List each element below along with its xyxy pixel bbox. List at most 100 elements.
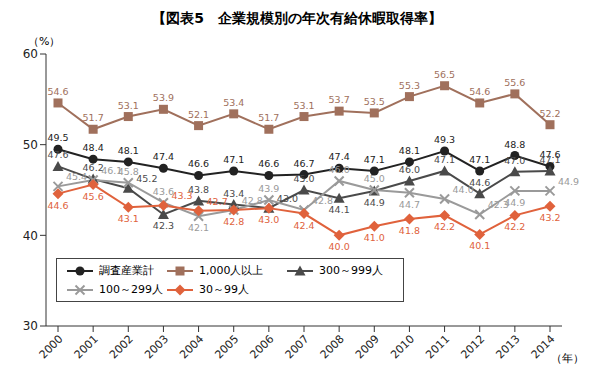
svg-text:47.1: 47.1 — [364, 154, 385, 165]
svg-text:47.1: 47.1 — [223, 154, 244, 165]
svg-text:46.7: 46.7 — [293, 158, 314, 169]
svg-text:46.0: 46.0 — [399, 164, 420, 175]
svg-text:2011: 2011 — [423, 332, 452, 361]
svg-text:48.1: 48.1 — [118, 145, 139, 156]
svg-text:42.7: 42.7 — [207, 196, 228, 207]
svg-text:53.1: 53.1 — [118, 100, 139, 111]
html-text:30～99人: 30～99人 — [199, 283, 249, 296]
svg-text:44.9: 44.9 — [558, 176, 579, 187]
svg-text:43.1: 43.1 — [118, 213, 139, 224]
svg-text:41.0: 41.0 — [364, 232, 385, 243]
svg-text:2007: 2007 — [283, 332, 312, 361]
svg-text:52.1: 52.1 — [188, 109, 209, 120]
svg-text:2013: 2013 — [494, 332, 523, 361]
svg-text:30: 30 — [23, 319, 38, 333]
svg-text:53.5: 53.5 — [364, 96, 385, 107]
svg-text:50: 50 — [23, 138, 38, 152]
svg-text:47.0: 47.0 — [504, 155, 525, 166]
svg-text:42.3: 42.3 — [153, 220, 174, 231]
svg-text:52.2: 52.2 — [539, 108, 560, 119]
svg-text:42.2: 42.2 — [504, 221, 525, 232]
svg-text:45.4: 45.4 — [66, 171, 87, 182]
svg-text:43.9: 43.9 — [258, 183, 279, 194]
svg-text:48.4: 48.4 — [83, 142, 104, 153]
svg-text:2004: 2004 — [177, 332, 206, 361]
svg-text:47.1: 47.1 — [469, 154, 490, 165]
html-text:300～999人: 300～999人 — [319, 264, 383, 277]
svg-text:2012: 2012 — [458, 332, 487, 361]
svg-text:46.6: 46.6 — [188, 158, 209, 169]
svg-text:43.8: 43.8 — [188, 183, 210, 195]
svg-text:2003: 2003 — [142, 332, 171, 361]
svg-text:42.3: 42.3 — [487, 199, 509, 211]
svg-text:48.8: 48.8 — [504, 139, 525, 150]
svg-text:42.1: 42.1 — [188, 222, 209, 233]
svg-text:2000: 2000 — [37, 332, 66, 361]
svg-text:43.0: 43.0 — [277, 193, 298, 204]
svg-text:42.8: 42.8 — [242, 195, 263, 206]
svg-text:46.1: 46.1 — [101, 165, 123, 176]
svg-text:45.8: 45.8 — [118, 166, 139, 177]
svg-text:45.2: 45.2 — [136, 173, 157, 184]
svg-text:55.3: 55.3 — [399, 80, 420, 91]
svg-text:56.5: 56.5 — [434, 69, 455, 80]
svg-text:45.6: 45.6 — [83, 191, 104, 202]
html-text:1,000人以上: 1,000人以上 — [199, 264, 264, 277]
svg-text:2014: 2014 — [529, 332, 558, 361]
svg-text:42.2: 42.2 — [434, 221, 455, 232]
svg-text:42.4: 42.4 — [293, 220, 314, 231]
svg-text:51.7: 51.7 — [83, 112, 104, 123]
svg-text:53.1: 53.1 — [293, 100, 314, 111]
svg-text:47.1: 47.1 — [539, 154, 560, 165]
svg-text:44.0: 44.0 — [453, 184, 474, 195]
svg-text:43.6: 43.6 — [152, 185, 174, 197]
svg-text:41.8: 41.8 — [399, 225, 420, 236]
svg-text:54.6: 54.6 — [469, 86, 490, 97]
svg-text:47.6: 47.6 — [47, 149, 68, 160]
svg-text:43.4: 43.4 — [223, 187, 245, 199]
svg-text:54.6: 54.6 — [47, 86, 68, 97]
svg-text:49.3: 49.3 — [434, 134, 455, 145]
svg-text:60: 60 — [23, 47, 38, 61]
html-text:100～299人: 100～299人 — [99, 283, 163, 296]
svg-text:43.2: 43.2 — [539, 212, 560, 223]
html-text:調査産業計: 調査産業計 — [99, 264, 154, 277]
svg-text:45.0: 45.0 — [364, 173, 385, 184]
svg-text:42.8: 42.8 — [312, 195, 333, 206]
svg-text:44.7: 44.7 — [399, 199, 420, 210]
svg-text:46.0: 46.0 — [329, 164, 350, 175]
svg-text:47.4: 47.4 — [153, 151, 174, 162]
svg-text:2009: 2009 — [353, 332, 382, 361]
svg-text:2002: 2002 — [107, 332, 136, 361]
svg-text:2010: 2010 — [388, 332, 417, 361]
svg-text:42.8: 42.8 — [223, 216, 244, 227]
svg-text:46.6: 46.6 — [258, 158, 279, 169]
svg-text:48.1: 48.1 — [399, 145, 420, 156]
html-text:（年）: （年） — [551, 352, 584, 365]
svg-text:47.1: 47.1 — [434, 154, 455, 165]
svg-text:2008: 2008 — [318, 332, 347, 361]
svg-text:55.6: 55.6 — [504, 77, 525, 88]
svg-text:2005: 2005 — [212, 332, 241, 361]
svg-text:40.0: 40.0 — [329, 241, 350, 252]
svg-text:49.5: 49.5 — [47, 132, 68, 143]
svg-text:53.7: 53.7 — [329, 94, 350, 105]
svg-text:51.7: 51.7 — [258, 112, 279, 123]
svg-text:46.2: 46.2 — [82, 162, 104, 174]
svg-text:43.0: 43.0 — [258, 214, 279, 225]
svg-text:44.1: 44.1 — [328, 204, 350, 216]
svg-text:40.1: 40.1 — [469, 240, 490, 251]
svg-text:45.0: 45.0 — [293, 173, 314, 184]
svg-text:43.3: 43.3 — [171, 190, 192, 201]
svg-text:40: 40 — [23, 229, 38, 243]
svg-text:44.6: 44.6 — [47, 200, 68, 211]
svg-text:53.4: 53.4 — [223, 97, 244, 108]
svg-text:47.4: 47.4 — [329, 151, 350, 162]
svg-text:44.9: 44.9 — [504, 197, 525, 208]
svg-text:44.9: 44.9 — [364, 197, 385, 208]
svg-text:53.9: 53.9 — [153, 92, 174, 103]
svg-text:2001: 2001 — [72, 332, 101, 361]
svg-text:44.6: 44.6 — [469, 176, 491, 188]
svg-text:2006: 2006 — [248, 332, 277, 361]
html-text:【図表5 企業規模別の年次有給休暇取得率】: 【図表5 企業規模別の年次有給休暇取得率】 — [152, 10, 442, 26]
